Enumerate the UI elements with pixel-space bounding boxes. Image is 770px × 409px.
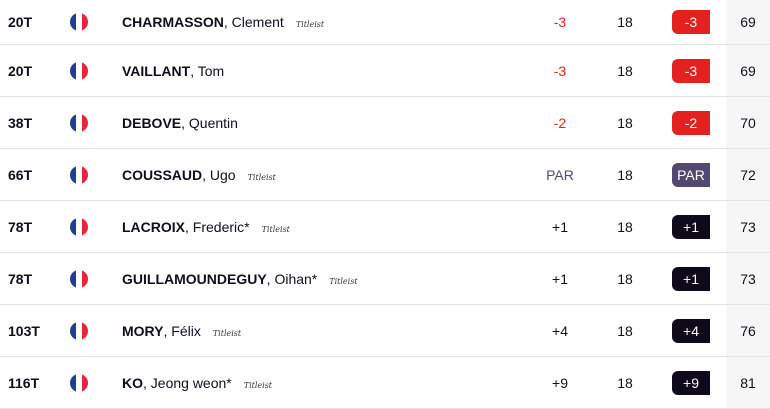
player-row[interactable]: 103T MORY, Félix Titleist +4 18 +4 76 bbox=[0, 305, 770, 357]
position: 20T bbox=[8, 14, 33, 30]
thru: 18 bbox=[617, 322, 633, 339]
france-flag-icon bbox=[70, 113, 88, 132]
first-name: , Jeong weon* bbox=[143, 374, 232, 391]
today-score-badge: -2 bbox=[672, 110, 710, 135]
position: 38T bbox=[8, 114, 33, 131]
france-flag-icon bbox=[70, 269, 88, 288]
today-score-badge: +4 bbox=[672, 318, 710, 343]
france-flag-icon bbox=[70, 13, 88, 31]
last-name: COUSSAUD bbox=[122, 166, 203, 183]
today-score-badge: +1 bbox=[672, 214, 710, 239]
to-par: +9 bbox=[552, 374, 568, 391]
titleist-logo: Titleist bbox=[247, 172, 276, 182]
titleist-logo: Titleist bbox=[212, 328, 242, 338]
first-name: , Quentin bbox=[181, 114, 238, 131]
france-flag-icon bbox=[70, 165, 88, 184]
to-par: +1 bbox=[552, 218, 568, 235]
total-score: 72 bbox=[740, 166, 756, 183]
first-name: , Oihan* bbox=[266, 270, 318, 287]
player-name[interactable]: MORY, Félix Titleist bbox=[122, 323, 241, 339]
thru: 18 bbox=[617, 270, 633, 287]
titleist-logo: Titleist bbox=[243, 380, 273, 390]
total-column-bg bbox=[726, 305, 770, 356]
today-score-badge: -3 bbox=[672, 58, 710, 83]
first-name: , Frederic* bbox=[185, 218, 250, 235]
titleist-logo: Titleist bbox=[295, 20, 325, 29]
total-column-bg bbox=[726, 201, 770, 252]
player-name[interactable]: COUSSAUD, Ugo Titleist bbox=[122, 167, 276, 183]
total-column-bg bbox=[726, 0, 770, 44]
position: 78T bbox=[8, 218, 33, 235]
thru: 18 bbox=[617, 14, 633, 30]
total-column-bg bbox=[726, 45, 770, 96]
total-score: 81 bbox=[740, 374, 756, 391]
last-name: CHARMASSON bbox=[122, 14, 224, 30]
player-row[interactable]: 78T LACROIX, Frederic* Titleist +1 18 +1 … bbox=[0, 201, 770, 253]
total-column-bg bbox=[726, 253, 770, 304]
total-score: 70 bbox=[740, 114, 756, 131]
first-name: , Félix bbox=[163, 322, 201, 339]
player-row[interactable]: 38T DEBOVE, Quentin -2 18 -2 70 bbox=[0, 97, 770, 149]
last-name: DEBOVE bbox=[122, 114, 182, 131]
thru: 18 bbox=[617, 166, 633, 183]
france-flag-icon bbox=[70, 61, 88, 80]
player-row[interactable]: 20T CHARMASSON, Clement Titleist -3 18 -3… bbox=[0, 0, 770, 45]
first-name: , Clement bbox=[223, 14, 284, 30]
player-name[interactable]: LACROIX, Frederic* Titleist bbox=[122, 219, 290, 235]
to-par: -3 bbox=[553, 14, 567, 30]
to-par: +4 bbox=[552, 322, 568, 339]
titleist-logo: Titleist bbox=[261, 224, 290, 234]
position: 20T bbox=[8, 62, 33, 79]
last-name: GUILLAMOUNDEGUY bbox=[122, 270, 267, 287]
last-name: LACROIX bbox=[122, 218, 185, 235]
position: 66T bbox=[8, 166, 33, 183]
total-score: 69 bbox=[740, 62, 756, 79]
total-column-bg bbox=[726, 97, 770, 148]
titleist-logo: Titleist bbox=[329, 276, 358, 286]
thru: 18 bbox=[617, 218, 633, 235]
total-score: 76 bbox=[740, 322, 756, 339]
player-name[interactable]: CHARMASSON, Clement Titleist bbox=[122, 14, 324, 30]
today-score-badge: +1 bbox=[672, 266, 710, 291]
player-row[interactable]: 20T VAILLANT, Tom -3 18 -3 69 bbox=[0, 45, 770, 97]
france-flag-icon bbox=[70, 321, 88, 340]
player-name[interactable]: VAILLANT, Tom bbox=[122, 63, 224, 79]
today-score-badge: -3 bbox=[672, 10, 710, 34]
player-name[interactable]: GUILLAMOUNDEGUY, Oihan* Titleist bbox=[122, 271, 358, 287]
to-par: +1 bbox=[552, 270, 568, 287]
last-name: KO bbox=[122, 374, 143, 391]
to-par: -3 bbox=[553, 62, 567, 79]
last-name: VAILLANT bbox=[122, 62, 191, 79]
thru: 18 bbox=[617, 114, 633, 131]
france-flag-icon bbox=[70, 217, 88, 236]
player-row[interactable]: 78T GUILLAMOUNDEGUY, Oihan* Titleist +1 1… bbox=[0, 253, 770, 305]
first-name: , Tom bbox=[190, 62, 225, 79]
player-row[interactable]: 116T KO, Jeong weon* Titleist +9 18 +9 81 bbox=[0, 357, 770, 409]
position: 78T bbox=[8, 270, 33, 287]
first-name: , Ugo bbox=[202, 166, 236, 183]
thru: 18 bbox=[617, 374, 633, 391]
total-score: 73 bbox=[740, 270, 756, 287]
france-flag-icon bbox=[70, 373, 88, 392]
to-par: PAR bbox=[546, 166, 574, 183]
total-column-bg bbox=[726, 149, 770, 200]
today-score-badge: PAR bbox=[672, 162, 710, 187]
thru: 18 bbox=[617, 62, 633, 79]
today-score-badge: +9 bbox=[672, 370, 710, 395]
player-row[interactable]: 66T COUSSAUD, Ugo Titleist PAR 18 PAR 72 bbox=[0, 149, 770, 201]
to-par: -2 bbox=[553, 114, 567, 131]
position: 116T bbox=[8, 374, 40, 391]
total-score: 69 bbox=[740, 14, 756, 30]
last-name: MORY bbox=[122, 322, 164, 339]
position: 103T bbox=[8, 322, 40, 339]
total-column-bg bbox=[726, 357, 770, 408]
player-name[interactable]: KO, Jeong weon* Titleist bbox=[122, 375, 272, 391]
player-name[interactable]: DEBOVE, Quentin bbox=[122, 115, 238, 131]
total-score: 73 bbox=[740, 218, 756, 235]
